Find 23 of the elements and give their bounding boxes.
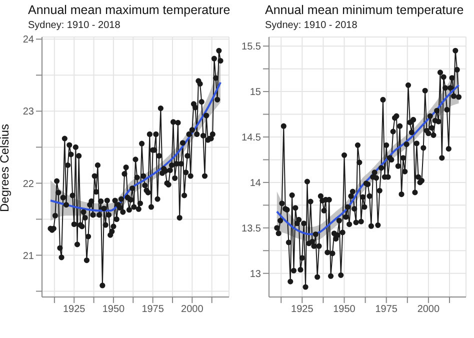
y-tick-label: 21 [22, 250, 34, 262]
chart-subtitle: Sydney: 1910 - 2018 [265, 20, 358, 31]
y-tick-label: 15.5 [242, 42, 262, 53]
x-tick-label: 1950 [333, 304, 356, 316]
x-tick-label: 2000 [417, 304, 440, 316]
y-tick-label: 15 [250, 87, 262, 98]
y-tick-label: 14.5 [242, 132, 262, 144]
y-tick-label: 13.5 [242, 223, 262, 234]
y-tick-label: 13 [250, 268, 262, 280]
y-axis-title: Degrees Celsius [0, 124, 12, 212]
x-tick-label: 2000 [181, 304, 204, 316]
chart-title: Annual mean maximum temperature [28, 3, 232, 17]
chart-subtitle: Sydney: 1910 - 2018 [28, 20, 122, 31]
x-tick-label: 1975 [142, 304, 164, 316]
chart-title: Annual mean minimum temperature [265, 3, 465, 17]
x-tick-label: 1925 [291, 304, 314, 316]
y-tick-label: 24 [22, 34, 34, 46]
x-tick-label: 1975 [375, 304, 398, 316]
x-tick-label: 1925 [62, 304, 86, 316]
y-tick-label: 14 [250, 178, 262, 190]
y-tick-label: 22 [22, 178, 34, 190]
x-tick-label: 1950 [102, 304, 126, 316]
y-tick-label: 23 [22, 106, 34, 118]
